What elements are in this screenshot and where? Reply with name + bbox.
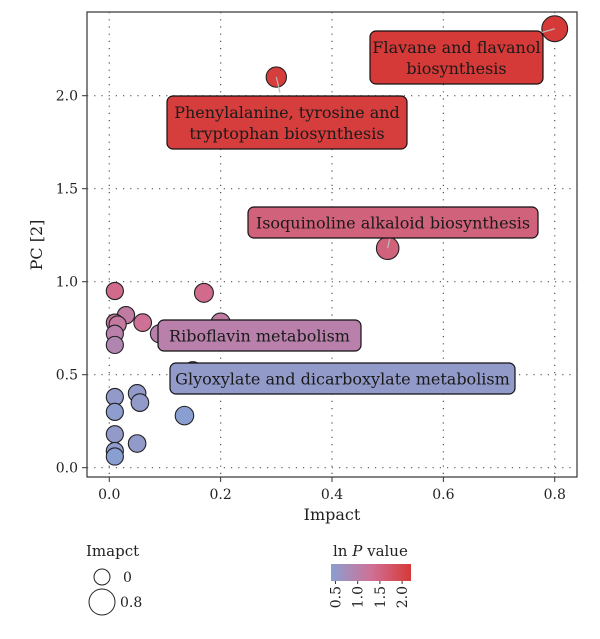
data-point [105, 402, 124, 422]
y-tick-label: 0.5 [56, 368, 78, 384]
data-point [193, 282, 214, 303]
callout-label: biosynthesis [406, 59, 506, 78]
callout-box [369, 30, 544, 85]
callout-leader [275, 76, 281, 93]
color-legend-bar [331, 564, 411, 581]
data-point [130, 393, 150, 412]
color-legend-title-prefix: ln [333, 542, 352, 560]
axes: 0.0 0.2 0.4 0.6 0.8 0.0 0.5 1.0 1.5 2.0 [56, 89, 566, 503]
data-point [105, 425, 124, 444]
x-tick-label: 0.0 [98, 487, 120, 503]
callout-box [166, 95, 408, 150]
color-legend-tick-label: 1.0 [351, 586, 367, 608]
callout-label: Riboflavin metabolism [169, 327, 350, 346]
color-legend-tick-label: 0.5 [328, 586, 344, 608]
callout-box [247, 206, 539, 239]
callout-label: tryptophan biosynthesis [189, 124, 384, 143]
size-legend: Imapct 0 0.8 [86, 542, 142, 616]
data-point [105, 281, 124, 301]
callout-leader [539, 28, 555, 34]
y-tick-label: 1.5 [56, 182, 78, 198]
y-tick-label: 2.0 [56, 89, 78, 105]
color-legend-title-suffix: value [362, 542, 408, 560]
size-legend-label-small: 0 [123, 570, 132, 586]
callout-box [169, 362, 516, 395]
size-legend-title: Imapct [86, 542, 139, 560]
x-tick-label: 0.4 [321, 487, 343, 503]
y-tick-label: 0.0 [56, 461, 78, 477]
y-axis-title: PC [2] [27, 220, 46, 271]
data-point [105, 447, 124, 466]
size-legend-label-large: 0.8 [120, 595, 142, 611]
color-legend: ln P value 0.5 1.0 1.5 2.0 [328, 542, 411, 608]
y-tick-label: 1.0 [56, 275, 78, 291]
color-legend-ticks: 0.5 1.0 1.5 2.0 [328, 581, 411, 608]
x-axis-title: Impact [304, 505, 361, 524]
data-point [105, 335, 124, 355]
color-legend-tick-label: 2.0 [395, 586, 411, 608]
x-tick-label: 0.2 [210, 487, 232, 503]
size-legend-small-circle [93, 568, 111, 586]
color-legend-title: ln P value [333, 542, 408, 560]
callout-label: Isoquinoline alkaloid biosynthesis [256, 214, 530, 233]
callout-label: Flavane and flavanol [372, 38, 540, 57]
callout-labels: Flavane and flavanol biosynthesis Phenylal… [157, 28, 555, 395]
callout-label: Phenylalanine, tyrosine and [174, 103, 400, 122]
data-point [127, 434, 147, 453]
callout-label: Glyoxylate and dicarboxylate metabolism [175, 370, 510, 389]
callout-box [157, 319, 362, 352]
data-point [174, 405, 195, 426]
x-tick-label: 0.6 [432, 487, 454, 503]
plot-area [86, 11, 578, 478]
size-legend-large-circle [88, 588, 116, 616]
color-legend-tick-label: 1.5 [373, 586, 389, 608]
data-point [133, 313, 153, 333]
color-legend-title-italic: P [351, 542, 363, 560]
x-tick-label: 0.8 [544, 487, 566, 503]
